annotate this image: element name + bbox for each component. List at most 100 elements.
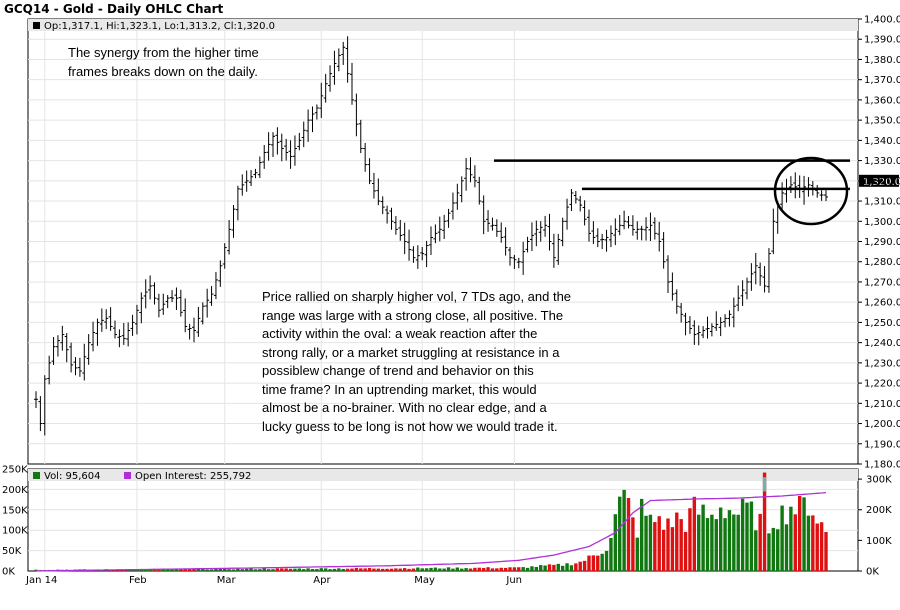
- volume-bar: [464, 568, 468, 571]
- price-tick-label: 1,350.0: [864, 116, 900, 127]
- ohlc-bar: [284, 138, 289, 161]
- volume-bar: [468, 568, 473, 571]
- last-price-label: 1,320.0: [863, 177, 900, 188]
- ohlc-bar: [108, 307, 113, 331]
- volume-bar: [701, 504, 705, 571]
- volume-bar: [525, 567, 530, 571]
- volume-bar: [315, 569, 319, 571]
- volume-tick-label: 0K: [2, 567, 15, 578]
- ohlc-bar: [486, 210, 491, 232]
- volume-bar: [402, 568, 407, 571]
- ohlc-bar: [508, 247, 512, 266]
- ohlc-bar: [455, 183, 460, 210]
- ohlc-bar: [288, 140, 293, 169]
- volume-info-bar: [28, 469, 858, 481]
- ohlc-bar: [450, 192, 455, 220]
- ohlc-bar: [104, 309, 109, 330]
- ohlc-bar: [262, 145, 267, 169]
- volume-axis: 250K 200K 150K 100K 50K 0K: [2, 465, 28, 578]
- price-tick-label: 1,290.0: [864, 237, 900, 248]
- volume-bar: [398, 568, 402, 571]
- volume-bar: [745, 502, 749, 571]
- ohlc-bar: [415, 245, 420, 269]
- ohlc-bar: [117, 329, 122, 348]
- volume-bar: [661, 529, 666, 571]
- price-tick-label: 1,180.0: [864, 460, 900, 471]
- ohlc-bar: [411, 246, 416, 263]
- price-tick-label: 1,220.0: [864, 379, 900, 390]
- ohlc-bar: [437, 216, 442, 242]
- volume-bar: [446, 567, 451, 571]
- volume-bar: [240, 569, 244, 571]
- volume-bar: [560, 565, 565, 571]
- volume-bar: [174, 568, 179, 571]
- annotation-top: The synergy from the higher time frames …: [68, 45, 259, 79]
- price-tick-label: 1,280.0: [864, 257, 900, 268]
- ohlc-bar: [266, 132, 271, 161]
- ohlc-bar: [200, 302, 205, 325]
- annotation-top-line-2: frames breaks down on the daily.: [68, 64, 258, 79]
- ohlc-bar: [380, 196, 385, 215]
- volume-bar: [714, 519, 718, 571]
- ohlc-bars: [34, 36, 828, 436]
- volume-bar: [196, 568, 201, 571]
- volume-bar: [631, 517, 635, 571]
- volume-bar: [165, 569, 170, 571]
- volume-bar: [780, 505, 784, 571]
- ohlc-bar: [630, 215, 635, 236]
- ohlc-bar: [336, 48, 341, 72]
- volume-bar: [297, 568, 302, 571]
- ohlc-bar: [139, 292, 144, 324]
- ohlc-bar: [674, 289, 679, 314]
- ohlc-bar: [95, 318, 100, 346]
- volume-bar: [710, 514, 714, 571]
- volume-bar: [521, 567, 525, 571]
- annotation-line-3: activity within the oval: a weak reactio…: [262, 326, 537, 341]
- ohlc-bar: [152, 282, 157, 305]
- ohlc-bar: [525, 236, 530, 253]
- volume-bar: [503, 567, 508, 571]
- ohlc-bar: [310, 106, 315, 133]
- ohlc-bar: [165, 295, 170, 309]
- volume-bar: [600, 553, 604, 571]
- ohlc-bar: [516, 257, 521, 269]
- ohlc-bar: [130, 314, 135, 336]
- volume-bar: [345, 568, 350, 571]
- ohlc-bar: [143, 279, 148, 309]
- price-tick-label: 1,320.0: [864, 176, 900, 187]
- ohlc-bar: [802, 175, 807, 205]
- volume-bar: [223, 568, 227, 571]
- price-axis: 1,400.0 1,390.0 1,380.0 1,370.0 1,360.0 1,350…: [858, 15, 900, 471]
- ohlc-bar: [253, 168, 258, 179]
- volume-legend: Vol: 95,604: [44, 471, 101, 482]
- volume-bar: [161, 569, 165, 571]
- ohlc-bar: [709, 323, 714, 337]
- ohlc-bar: [86, 334, 91, 365]
- price-tick-label: 1,300.0: [864, 217, 900, 228]
- volume-bar: [776, 529, 780, 571]
- ohlc-bar: [635, 221, 640, 240]
- ohlc-bar: [161, 293, 166, 315]
- ohlc-bar: [617, 214, 622, 236]
- volume-bar: [697, 514, 701, 571]
- volume-bar: [604, 550, 609, 571]
- info-line: Op:1,317.1, Hi:1,323.1, Lo:1,313.2, Cl:1…: [44, 21, 275, 32]
- volume-bar: [438, 568, 442, 571]
- ohlc-bar: [113, 320, 117, 339]
- volume-bar: [547, 564, 552, 571]
- volume-bar: [552, 564, 556, 571]
- ohlc-bar: [279, 133, 284, 162]
- resistance-lines: 1,320.0: [494, 156, 900, 226]
- ohlc-bar: [174, 287, 179, 310]
- volume-bar: [429, 567, 433, 571]
- volume-bar: [490, 568, 495, 571]
- ohlc-bar: [292, 135, 297, 166]
- ohlc-bar: [148, 275, 153, 300]
- ohlc-bar: [64, 332, 69, 363]
- ohlc-bar: [714, 311, 719, 331]
- ohlc-bar: [657, 221, 662, 252]
- ohlc-bar: [178, 289, 183, 317]
- ohlc-bar: [815, 184, 820, 198]
- ohlc-bar: [604, 229, 609, 252]
- open-interest-path: [35, 491, 827, 572]
